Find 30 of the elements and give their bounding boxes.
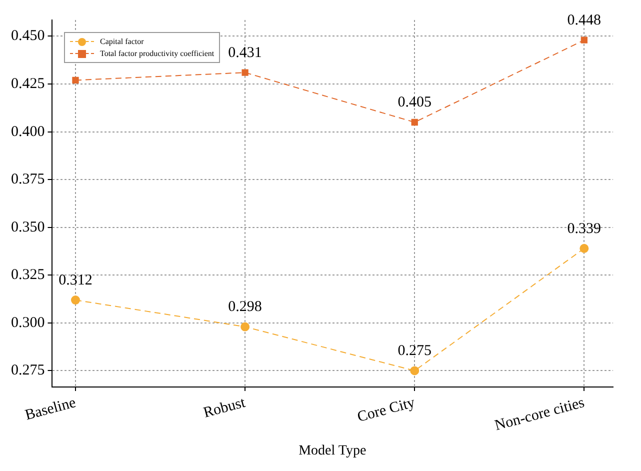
y-tick-label: 0.350	[11, 219, 45, 236]
legend-label: Capital factor	[100, 37, 144, 46]
point	[580, 36, 588, 44]
data-label: 0.275	[398, 343, 432, 360]
point	[70, 296, 80, 305]
x-tick-label: Baseline	[24, 394, 78, 424]
legend-label: Total factor productivity coefficient	[100, 49, 214, 58]
x-tick-label: Non-core cities	[493, 394, 586, 434]
point	[72, 76, 79, 84]
y-tick-label: 0.300	[11, 314, 45, 331]
data-label: 0.298	[228, 299, 262, 316]
point	[580, 244, 589, 253]
x-tick-label: Robust	[202, 394, 248, 422]
y-tick-label: 0.425	[11, 76, 45, 92]
data-label: 0.405	[398, 94, 432, 111]
y-tick-label: 0.325	[11, 267, 45, 284]
data-label: 0.339	[567, 220, 602, 237]
y-tick-label: 0.275	[11, 362, 45, 379]
point	[240, 322, 250, 332]
x-tick-label: Core City	[356, 394, 418, 426]
y-tick-label: 0.375	[11, 172, 45, 188]
point	[242, 69, 248, 76]
data-label: 0.431	[228, 45, 262, 61]
point	[410, 366, 420, 376]
data-label: 0.312	[58, 272, 92, 288]
data-label: 0.448	[567, 12, 602, 29]
y-tick-label: 0.450	[11, 28, 45, 44]
point	[411, 118, 418, 126]
x-axis-title: Model Type	[298, 443, 366, 458]
y-tick-label: 0.400	[11, 124, 45, 140]
